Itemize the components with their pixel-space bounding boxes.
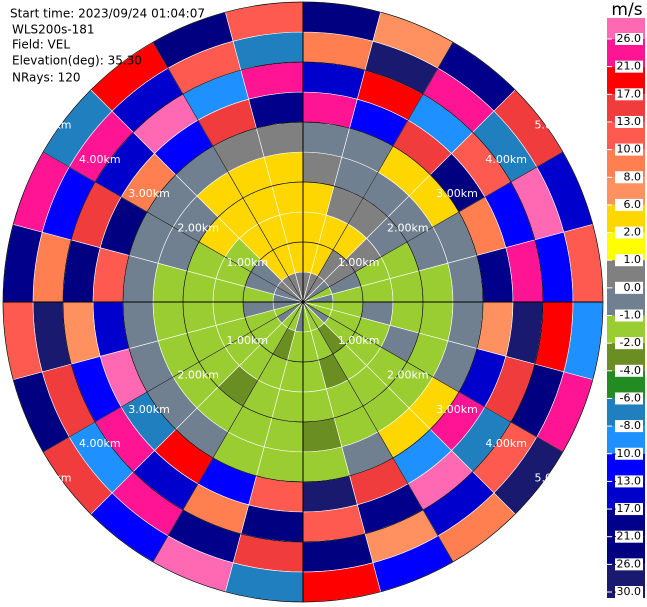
colorbar-tick-label: -26.0 [613,557,641,570]
colorbar-tick-label: 8.0 [624,170,642,183]
range-label: 1.00km [227,334,269,347]
velocity-cell [122,301,159,349]
range-label: 5.00km [535,118,577,131]
velocity-cell [302,121,350,158]
range-ring [182,181,424,423]
colorbar-label-bg [615,392,643,405]
colorbar: 26.0 21.0 17.0 13.0 10.0 8.0 6.0 2.0 1.0 0.0 -1.0 -… [607,18,645,598]
ppi-labels: 1.00km 1.00km 1.00km 1.00km 2.00km 2.00km 2.00… [30,118,576,484]
info-line: WLS200s-181 [12,23,95,37]
range-label: 3.00km [128,403,170,416]
colorbar-tick-label: 0.0 [624,281,642,294]
info-line: Elevation(deg): 35.30 [12,54,142,68]
colorbar-tick-label: -2.0 [620,336,641,349]
range-label: 4.00km [79,437,121,450]
colorbar-tick-label: -21.0 [613,530,641,543]
radial-line [302,301,454,562]
colorbar-label-bg [615,226,643,239]
colorbar-tick-label: -10.0 [613,447,641,460]
range-label: 4.00km [485,437,527,450]
range-ring [242,241,364,363]
range-label: 3.00km [436,403,478,416]
info-line: Start time: 2023/09/24 01:04:07 [10,7,205,21]
colorbar-tick-label: -13.0 [613,474,641,487]
colorbar-label-bg [615,281,643,294]
colorbar-tick-label: 13.0 [617,115,642,128]
radial-line [43,151,304,303]
range-label: 1.00km [338,256,380,269]
velocity-cell [447,301,484,349]
velocity-cell [302,446,350,483]
info-line: NRays: 120 [12,71,81,85]
colorbar-label-bg [615,447,643,460]
radial-line [152,42,304,303]
range-label: 4.00km [485,153,527,166]
range-label: 1.00km [227,256,269,269]
colorbar-tick-label: -4.0 [620,364,641,377]
ppi-axes [2,1,604,603]
colorbar-units: m/s [611,0,642,20]
velocity-cell [256,446,304,483]
velocity-cell [447,255,484,303]
range-label: 5.00km [535,472,577,485]
range-label: 2.00km [177,222,219,235]
colorbar-label-bg [615,254,643,267]
colorbar-label-bg [615,558,643,571]
velocity-cell [122,255,159,303]
colorbar-tick-label: 21.0 [617,60,642,73]
colorbar-label-bg [615,309,643,322]
range-label: 3.00km [128,187,170,200]
range-label: 2.00km [387,222,429,235]
colorbar-tick-label: 6.0 [624,198,642,211]
radial-line [152,301,304,562]
range-ring [122,121,484,483]
colorbar-label-bg [615,33,643,45]
radial-line [302,151,563,303]
range-label: 5.00km [30,472,72,485]
colorbar-label-bg [615,530,643,543]
colorbar-label-bg [615,503,643,516]
range-label: 4.00km [79,153,121,166]
colorbar-tick-label: 10.0 [617,143,642,156]
range-label: 5.00km [30,118,72,131]
ppi-cells [2,1,604,603]
colorbar-label-bg [615,115,643,128]
colorbar-label-bg [615,143,643,156]
colorbar-label-bg [615,171,643,184]
colorbar-tick-label: -30.0 [613,585,641,598]
range-ring [2,1,604,603]
velocity-cell [256,121,304,158]
radial-line [302,301,563,453]
range-ring [62,61,544,543]
radial-line [302,42,454,303]
colorbar-tick-label: 1.0 [624,253,642,266]
colorbar-label-bg [615,88,643,101]
colorbar-tick-label: 26.0 [617,32,642,45]
colorbar-tick-label: 2.0 [624,226,642,239]
range-label: 3.00km [436,187,478,200]
colorbar-label-bg [615,475,643,488]
range-label: 2.00km [177,368,219,381]
colorbar-tick-label: 17.0 [617,87,642,100]
colorbar-label-bg [615,198,643,211]
colorbar-label-bg [615,60,643,73]
info-line: Field: VEL [12,38,70,52]
range-label: 2.00km [387,368,429,381]
colorbar-tick-label: -6.0 [620,391,641,404]
radial-line [43,301,304,453]
colorbar-tick-label: -8.0 [620,419,641,432]
colorbar-label-bg [615,586,643,598]
colorbar-label-bg [615,337,643,350]
colorbar-tick-label: -1.0 [620,309,641,322]
colorbar-label-bg [615,420,643,433]
colorbar-tick-label: -17.0 [613,502,641,515]
range-label: 1.00km [338,334,380,347]
colorbar-label-bg [615,364,643,377]
